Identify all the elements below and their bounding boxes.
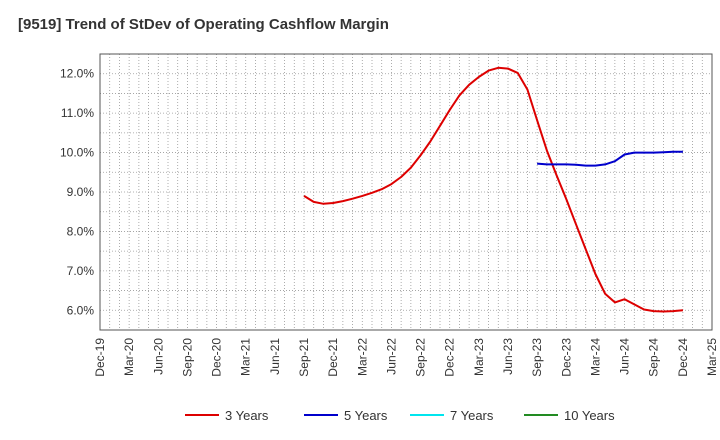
legend: 3 Years 5 Years 7 Years 10 Years: [185, 408, 615, 423]
x-tick-label: Sep-20: [180, 338, 194, 377]
y-tick-label: 12.0%: [60, 67, 94, 81]
legend-label: 10 Years: [564, 408, 615, 423]
x-tick-label: Dec-22: [443, 338, 457, 377]
x-tick-label: Mar-25: [705, 338, 719, 376]
x-tick-label: Mar-21: [239, 338, 253, 376]
x-tick-label: Mar-20: [122, 338, 136, 376]
x-tick-label: Mar-23: [472, 338, 486, 376]
x-tick-label: Dec-21: [326, 338, 340, 377]
legend-label: 3 Years: [225, 408, 269, 423]
x-tick-label: Sep-24: [647, 338, 661, 377]
series-lines: [303, 66, 683, 313]
chart-title: [9519] Trend of StDev of Operating Cashf…: [18, 16, 389, 33]
legend-label: 5 Years: [344, 408, 388, 423]
y-tick-label: 11.0%: [61, 106, 94, 120]
x-tick-label: Sep-21: [297, 338, 311, 377]
y-axis-tick-labels: 6.0% 7.0% 8.0% 9.0% 10.0% 11.0% 12.0%: [60, 67, 94, 318]
x-tick-label: Jun-23: [501, 338, 515, 375]
y-tick-label: 6.0%: [67, 303, 95, 317]
x-tick-label: Sep-22: [414, 338, 428, 377]
x-tick-label: Dec-24: [676, 338, 690, 377]
y-tick-label: 10.0%: [60, 146, 94, 160]
series-line-3-years: [303, 66, 683, 313]
horizontal-gridlines: [100, 73, 712, 311]
y-tick-label: 7.0%: [67, 264, 95, 278]
y-tick-label: 9.0%: [67, 185, 95, 199]
x-tick-label: Jun-21: [268, 338, 282, 375]
series-line-5-years: [537, 150, 683, 167]
x-tick-label: Dec-23: [559, 338, 573, 377]
x-tick-label: Dec-19: [93, 338, 107, 377]
y-tick-label: 8.0%: [67, 224, 95, 238]
x-tick-label: Mar-22: [355, 338, 369, 376]
legend-label: 7 Years: [450, 408, 494, 423]
x-tick-label: Jun-22: [384, 338, 398, 375]
x-axis-tick-labels: Dec-19 Mar-20 Jun-20 Sep-20 Dec-20 Mar-21 Jun-…: [93, 338, 719, 377]
x-tick-label: Jun-24: [618, 338, 632, 375]
x-tick-label: Dec-20: [210, 338, 224, 377]
x-tick-label: Mar-24: [588, 338, 602, 376]
x-tick-label: Sep-23: [530, 338, 544, 377]
x-tick-label: Jun-20: [151, 338, 165, 375]
plot-frame: [99, 53, 713, 331]
